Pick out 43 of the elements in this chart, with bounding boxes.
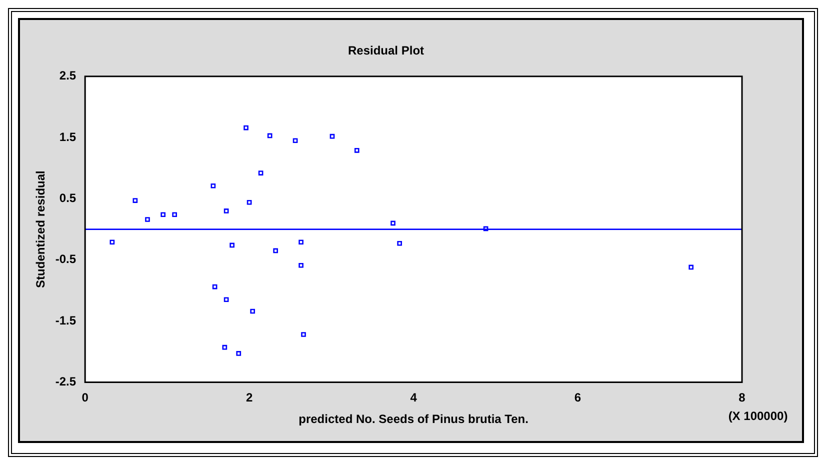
point: [354, 148, 360, 153]
point: [298, 240, 304, 245]
point: [224, 208, 229, 214]
point: [132, 198, 138, 203]
point: [298, 262, 304, 268]
point: [222, 344, 228, 350]
point: [258, 170, 264, 176]
y-tick-label: -1.5: [55, 313, 76, 328]
x-tick-label: 4: [410, 390, 418, 405]
point: [267, 133, 272, 138]
point: [397, 240, 402, 246]
point: [210, 183, 216, 188]
point: [292, 138, 298, 144]
x-axis-title: predicted No. Seeds of Pinus brutia Ten.: [298, 412, 528, 426]
point: [688, 264, 694, 270]
chart-title: Residual Plot: [348, 44, 424, 58]
point: [250, 308, 256, 314]
x-tick-label: 6: [574, 390, 582, 405]
y-tick-label: 1.5: [59, 130, 76, 144]
y-tick-label: -2.5: [55, 374, 76, 389]
point: [330, 134, 335, 139]
point: [246, 200, 252, 205]
x-tick-label: 8: [738, 390, 746, 405]
y-tick-label: -0.5: [55, 252, 76, 266]
point: [172, 212, 177, 218]
point: [244, 125, 248, 130]
point: [273, 248, 278, 254]
point: [160, 212, 166, 218]
x-tick-label: 0: [82, 390, 89, 405]
point: [483, 226, 488, 232]
point: [224, 297, 229, 302]
y-tick-label: 2.5: [59, 68, 76, 83]
point: [390, 220, 396, 226]
text: (X 100000): [728, 409, 788, 424]
x-tick-label: 2: [246, 390, 253, 405]
y-axis-title: Studentized residual: [34, 170, 48, 288]
point: [236, 351, 242, 356]
point: [301, 332, 306, 337]
point: [110, 240, 115, 245]
point: [212, 284, 218, 290]
point: [145, 217, 150, 222]
point: [230, 242, 234, 248]
y-tick-label: 0.5: [59, 191, 76, 206]
